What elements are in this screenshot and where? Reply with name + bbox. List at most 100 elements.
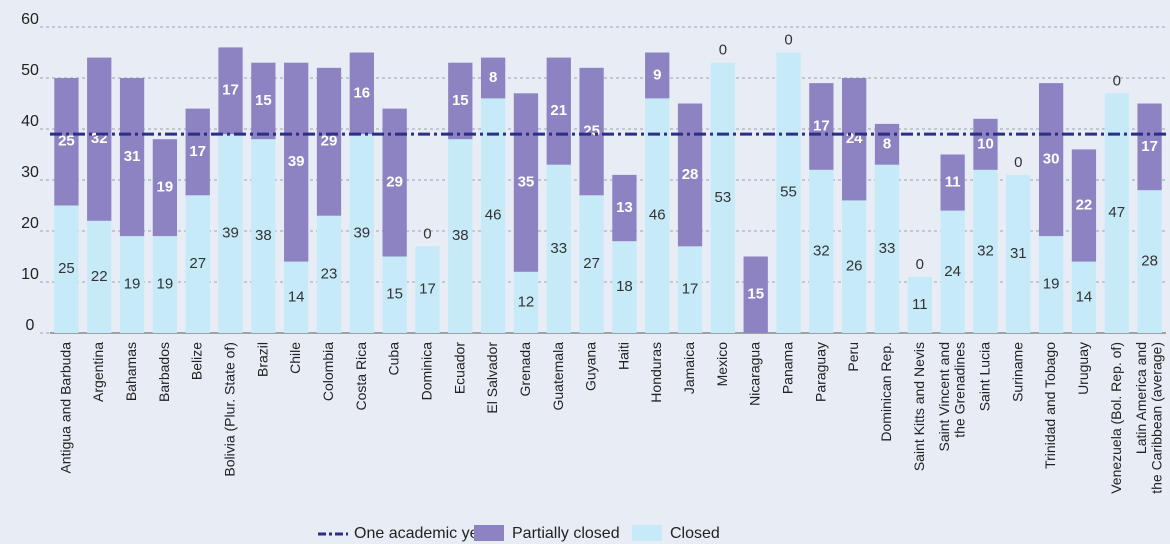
y-tick-label: 50: [21, 62, 39, 79]
bar-segment: [973, 169, 998, 333]
x-tick-label: Venezuela (Bol. Rep. of): [1107, 342, 1123, 494]
bar-segment: [448, 62, 473, 140]
legend: One academic year Partially closed Closed: [318, 525, 720, 542]
data-label: 0: [719, 42, 727, 59]
x-tick-label: Haiti: [615, 342, 631, 370]
bar-segment: [119, 78, 145, 237]
data-label: 28: [682, 166, 699, 183]
data-label: 32: [977, 242, 994, 259]
data-label: 16: [353, 84, 370, 101]
data-label: 0: [916, 256, 924, 273]
x-tick-label: Honduras: [648, 342, 664, 403]
x-tick-label: Bolivia (Plur. State of): [221, 342, 237, 477]
bar-segment: [1071, 149, 1097, 262]
data-label: 22: [91, 268, 108, 285]
bar-segment: [645, 52, 670, 99]
data-label: 19: [157, 276, 174, 293]
data-label: 23: [321, 265, 338, 282]
bar-segment: [480, 57, 506, 99]
data-label: 0: [1014, 154, 1022, 171]
data-label: 30: [1043, 151, 1060, 168]
x-tick-label: Jamaica: [681, 342, 697, 394]
bar-segment: [907, 276, 932, 333]
data-label: 0: [1113, 72, 1121, 89]
data-label: 17: [1141, 138, 1158, 155]
x-tick-label: Trinidad and Tobago: [1042, 342, 1058, 469]
bar-segment: [612, 174, 637, 242]
bar-segment: [677, 246, 703, 333]
data-label: 55: [780, 184, 797, 201]
data-label: 39: [288, 153, 305, 170]
legend-label: Closed: [670, 525, 720, 542]
x-tick-label: Paraguay: [812, 342, 828, 402]
x-tick-label: Brazil: [254, 342, 270, 377]
y-tick-label: 10: [21, 266, 39, 283]
bar-segment: [579, 67, 604, 196]
x-tick-label: Costa Rica: [353, 342, 369, 411]
data-label: 46: [485, 207, 502, 224]
bar-segment: [1038, 236, 1064, 333]
data-label: 38: [255, 227, 272, 244]
y-tick-label: 40: [21, 113, 39, 130]
bar-segment: [218, 47, 243, 135]
bar-segment: [54, 205, 79, 333]
bar-segment: [415, 246, 440, 333]
x-tick-label: Cuba: [385, 342, 401, 376]
bar-segment: [546, 164, 571, 333]
data-label: 11: [912, 296, 928, 313]
bar-segment: [645, 98, 670, 334]
data-label: 0: [784, 31, 792, 48]
data-label: 27: [189, 255, 206, 272]
data-label: 35: [518, 174, 535, 191]
x-tick-label: Argentina: [90, 342, 106, 402]
x-tick-label: Panama: [779, 342, 795, 394]
x-tick-label: Chile: [287, 342, 303, 374]
data-label: 33: [879, 240, 896, 257]
bar-segment: [940, 210, 965, 333]
data-label: 25: [58, 133, 75, 150]
bar-segment: [1038, 83, 1064, 237]
x-tick-label: Nicaragua: [746, 342, 762, 406]
data-label: 11: [945, 174, 961, 191]
data-label: 31: [124, 148, 141, 165]
x-tick-label: Saint Lucia: [976, 342, 992, 411]
data-label: 15: [386, 286, 403, 303]
data-label: 33: [550, 240, 567, 257]
data-label: 25: [58, 260, 75, 277]
bar-segment: [809, 83, 834, 170]
data-label: 10: [977, 135, 994, 152]
bar-segment: [809, 169, 834, 333]
bar-segment: [874, 164, 900, 333]
data-label: 0: [423, 225, 431, 242]
data-label: 8: [883, 135, 891, 152]
y-tick-label: 60: [21, 11, 39, 28]
data-label: 19: [124, 276, 141, 293]
bar-segment: [152, 139, 178, 237]
x-tick-label: Latin America andthe Caribbean (average): [1133, 342, 1164, 494]
bar-segment: [284, 261, 309, 333]
bar-segment: [185, 108, 210, 196]
data-label: 17: [813, 117, 830, 134]
bar-segment: [87, 57, 112, 221]
data-label: 38: [452, 227, 469, 244]
data-label: 22: [1076, 196, 1093, 213]
bar-segment: [743, 256, 768, 333]
data-label: 15: [747, 286, 764, 303]
x-tick-label: Antigua and Barbuda: [57, 342, 73, 474]
x-tick-label: Mexico: [714, 342, 730, 387]
data-label: 17: [222, 82, 239, 99]
y-tick-label: 20: [21, 215, 39, 232]
bar-segment: [1137, 103, 1162, 191]
x-tick-label: Suriname: [1009, 342, 1025, 402]
data-label: 46: [649, 207, 666, 224]
data-label: 25: [583, 123, 600, 140]
bar-segment: [842, 78, 867, 201]
data-label: 18: [616, 278, 633, 295]
x-tick-label: Guyana: [582, 342, 598, 391]
legend-label: Partially closed: [512, 525, 620, 542]
data-label: 21: [550, 102, 567, 119]
x-tick-label: Saint Kitts and Nevis: [911, 342, 927, 471]
data-label: 15: [255, 92, 272, 109]
data-label: 53: [715, 189, 732, 206]
